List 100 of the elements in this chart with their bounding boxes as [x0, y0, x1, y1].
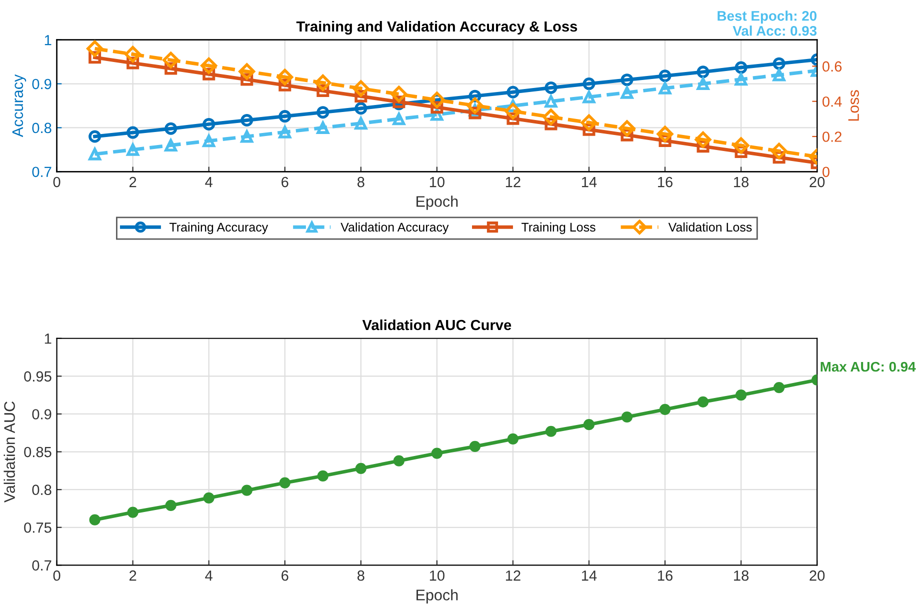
point — [162, 52, 180, 68]
y-tick-label: 0.75 — [24, 522, 52, 533]
point — [88, 130, 102, 143]
point — [89, 514, 100, 526]
y-tick-label: 0.8 — [32, 484, 52, 496]
point — [86, 40, 104, 57]
point — [165, 500, 176, 512]
y2-tick-label: 0 — [822, 166, 830, 178]
x-tick-label: 8 — [357, 176, 364, 188]
point — [126, 126, 140, 139]
point — [466, 97, 484, 114]
point — [542, 108, 560, 126]
x-tick-label: 2 — [130, 570, 136, 581]
y-tick-label: 0.7 — [32, 560, 52, 571]
point — [772, 57, 786, 70]
y2-axis-title: Loss — [848, 90, 859, 121]
point — [278, 110, 292, 123]
point — [127, 506, 138, 518]
point — [504, 102, 522, 120]
point — [240, 130, 254, 143]
x-tick-label: 20 — [810, 176, 825, 188]
x-tick-label: 6 — [282, 176, 288, 188]
x-tick-label: 20 — [810, 570, 825, 581]
point — [770, 142, 788, 160]
x-tick-label: 14 — [582, 177, 597, 188]
point — [241, 484, 252, 496]
point — [544, 95, 558, 108]
point — [469, 440, 480, 452]
point — [279, 477, 290, 488]
legend-label: Validation Accuracy — [340, 222, 449, 234]
y2-tick-label: 0.6 — [822, 61, 842, 72]
x-tick-label: 4 — [205, 177, 212, 188]
x-axis-title: Epoch — [416, 589, 458, 604]
point — [317, 470, 328, 482]
point — [352, 80, 370, 97]
point — [126, 143, 140, 156]
point — [583, 419, 595, 430]
x-tick-label: 12 — [506, 176, 520, 188]
x-axis-title: Epoch — [416, 196, 458, 210]
y-tick-label: 0.9 — [32, 409, 52, 420]
point — [697, 396, 709, 408]
point — [506, 86, 520, 98]
legend-label: Validation Loss — [668, 222, 752, 232]
x-tick-label: 18 — [734, 570, 749, 581]
point — [735, 390, 747, 401]
point — [544, 81, 558, 94]
point — [580, 114, 598, 131]
point — [734, 73, 748, 86]
point — [582, 78, 596, 90]
point — [393, 455, 404, 466]
chart-title: Training and Validation Accuracy & Loss — [296, 20, 578, 35]
x-tick-label: 10 — [430, 570, 444, 581]
point — [276, 68, 294, 86]
x-tick-label: 8 — [357, 570, 364, 581]
point — [774, 382, 785, 394]
point — [88, 148, 102, 160]
point — [507, 433, 519, 444]
y2-tick-label: 0.2 — [822, 132, 842, 142]
point — [734, 61, 748, 74]
point — [202, 134, 216, 148]
point — [314, 74, 332, 91]
point — [732, 137, 750, 154]
point — [200, 57, 218, 74]
point — [431, 448, 442, 459]
x-tick-label: 16 — [658, 570, 672, 581]
x-tick-label: 12 — [506, 570, 520, 581]
point — [658, 82, 672, 94]
x-tick-label: 10 — [430, 176, 444, 188]
point — [355, 462, 366, 474]
point — [316, 121, 330, 134]
y-tick-label: 1 — [44, 35, 52, 46]
point — [694, 131, 712, 148]
point — [202, 118, 216, 130]
y-tick-label: 0.85 — [24, 446, 52, 458]
y-tick-label: 0.7 — [32, 166, 52, 178]
y-tick-label: 1 — [44, 334, 52, 344]
y-tick-label: 0.9 — [32, 78, 52, 90]
chart-title: Validation AUC Curve — [362, 319, 512, 330]
y2-tick-label: 0.4 — [822, 96, 842, 107]
point — [203, 492, 214, 504]
text: Best Epoch: 20 Val Acc: 0.93 — [718, 10, 817, 36]
x-tick-label: 0 — [53, 570, 60, 581]
point — [545, 426, 557, 437]
point — [164, 122, 178, 135]
y-tick-label: 0.95 — [24, 371, 52, 382]
point — [238, 63, 256, 80]
point — [620, 86, 634, 99]
point — [392, 112, 406, 126]
x-tick-label: 4 — [205, 570, 212, 581]
point — [621, 411, 633, 423]
x-tick-label: 14 — [582, 570, 597, 581]
point — [316, 106, 330, 119]
point — [124, 46, 142, 63]
x-tick-label: 2 — [130, 176, 136, 188]
point — [354, 102, 368, 115]
point — [696, 66, 710, 78]
point — [240, 114, 254, 126]
x-tick-label: 0 — [53, 176, 60, 188]
point — [278, 126, 292, 138]
point — [354, 117, 368, 130]
